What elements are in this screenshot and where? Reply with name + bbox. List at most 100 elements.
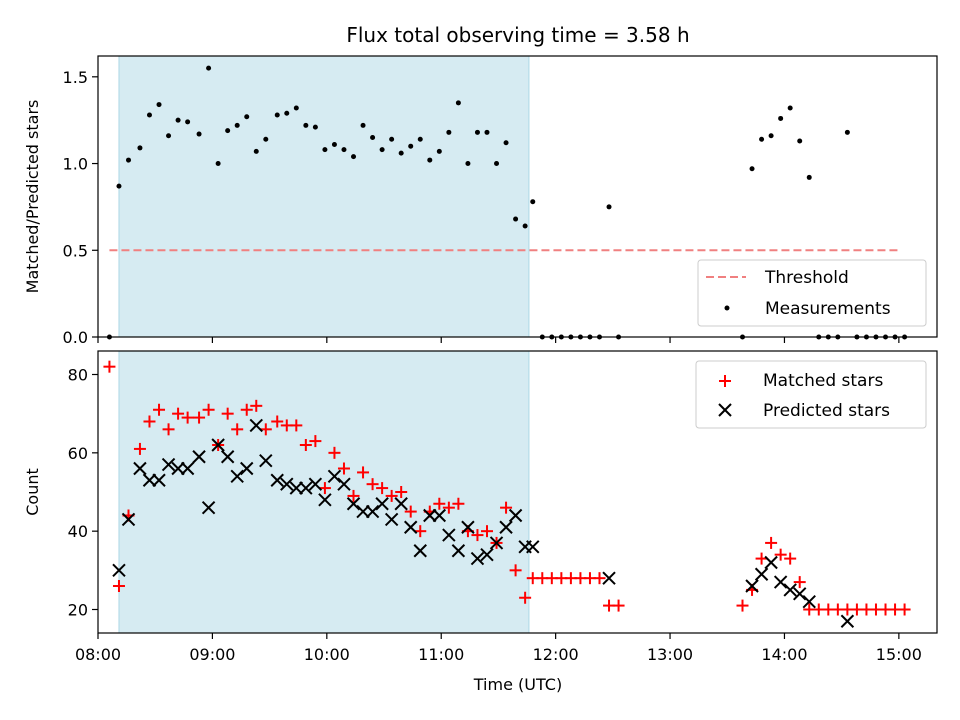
- data-point: [465, 161, 471, 167]
- data-point: [480, 547, 494, 562]
- data-point: [337, 462, 350, 475]
- data-point: [480, 525, 493, 538]
- data-point: [303, 122, 309, 128]
- data-point: [171, 461, 185, 476]
- y-tick-label: 0.5: [63, 241, 88, 260]
- data-point: [280, 477, 294, 491]
- x-tick-label: 13:00: [647, 645, 693, 664]
- data-point: [142, 473, 157, 487]
- data-point: [797, 138, 803, 144]
- data-point: [461, 520, 475, 534]
- data-point: [215, 161, 221, 167]
- data-point: [126, 157, 132, 163]
- x-tick-label: 11:00: [418, 645, 464, 664]
- data-point: [293, 105, 299, 111]
- x-tick-label: 08:00: [75, 645, 121, 664]
- data-point: [121, 512, 136, 527]
- data-point: [225, 128, 231, 134]
- data-point: [112, 563, 126, 578]
- data-point: [503, 140, 509, 146]
- data-point: [180, 461, 195, 476]
- ratio-axes-frame: [97, 55, 938, 338]
- legend-threshold-label: Threshold: [764, 268, 849, 288]
- data-point: [309, 435, 322, 448]
- data-point: [220, 450, 235, 464]
- data-point: [433, 497, 446, 510]
- data-point: [404, 505, 417, 518]
- data-point: [299, 481, 313, 495]
- count-x-ticks: 08:00 09:00 10:00 11:00 12:00 13:00 14:00 15:00: [75, 633, 922, 664]
- y-tick-label: 1.0: [63, 155, 88, 174]
- data-point: [778, 115, 784, 121]
- data-point: [357, 466, 370, 479]
- data-point: [172, 407, 185, 420]
- data-point: [759, 136, 765, 142]
- data-point: [427, 157, 433, 163]
- ratio-legend: Threshold Measurements: [697, 259, 927, 327]
- data-point: [745, 579, 759, 593]
- data-point: [351, 154, 357, 160]
- data-point: [370, 135, 376, 141]
- ratio-legend-box: [697, 259, 927, 327]
- y-tick-label: 80: [68, 366, 88, 385]
- data-point: [250, 399, 263, 412]
- data-point: [530, 199, 536, 205]
- data-point: [318, 482, 331, 495]
- data-point: [175, 117, 181, 123]
- data-point: [484, 129, 490, 135]
- legend-predicted-swatch: [718, 403, 732, 417]
- data-point: [230, 469, 244, 484]
- data-point: [152, 473, 166, 487]
- y-tick-label: 0.0: [63, 328, 88, 347]
- data-point: [754, 567, 769, 581]
- data-point: [221, 407, 234, 420]
- data-point: [112, 580, 125, 592]
- data-point: [840, 614, 855, 628]
- data-point: [322, 147, 328, 153]
- data-point: [365, 504, 380, 519]
- data-point: [263, 136, 269, 142]
- data-point: [156, 102, 162, 108]
- data-point: [379, 147, 385, 153]
- data-point: [471, 529, 484, 542]
- data-point: [844, 129, 850, 135]
- data-point: [211, 438, 225, 452]
- data-point: [234, 122, 240, 128]
- data-point: [508, 508, 523, 523]
- count-legend: Matched stars Predicted stars: [695, 360, 927, 429]
- data-point: [455, 100, 461, 106]
- data-point: [253, 148, 259, 154]
- series-matched-stars: [103, 360, 911, 616]
- data-point: [331, 141, 337, 147]
- data-point: [452, 497, 465, 510]
- data-point: [318, 493, 332, 507]
- data-point: [284, 110, 290, 116]
- data-point: [509, 564, 522, 577]
- data-point: [417, 136, 423, 142]
- count-panel: 20 40 60 80 08:00 09:00 10:00 11:00 12:00 13:00 1…: [23, 350, 938, 694]
- data-point: [346, 497, 361, 511]
- data-point: [375, 497, 389, 511]
- data-point: [360, 122, 366, 128]
- data-point: [259, 423, 272, 436]
- count-y-axis-label: Count: [23, 468, 42, 516]
- data-point: [749, 166, 755, 172]
- x-tick-label: 12:00: [533, 645, 579, 664]
- data-point: [773, 575, 788, 589]
- data-point: [442, 528, 456, 542]
- data-point: [356, 504, 370, 519]
- data-point: [143, 415, 156, 428]
- data-point: [162, 423, 175, 436]
- data-point: [240, 461, 254, 476]
- count-axes-frame: [97, 350, 938, 634]
- data-point: [137, 145, 143, 151]
- x-axis-label: Time (UTC): [473, 675, 562, 694]
- data-point: [192, 450, 206, 464]
- data-point: [312, 124, 318, 130]
- data-point: [413, 544, 427, 558]
- data-point: [385, 489, 398, 502]
- data-point: [765, 536, 778, 549]
- legend-matched-swatch: [719, 375, 731, 387]
- data-point: [398, 150, 404, 156]
